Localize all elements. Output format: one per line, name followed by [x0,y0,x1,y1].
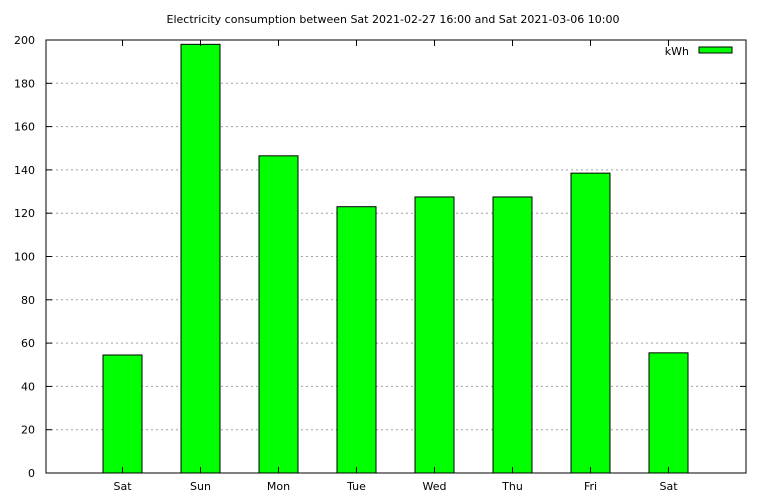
chart-title: Electricity consumption between Sat 2021… [167,13,620,26]
x-tick-label: Tue [346,480,366,493]
bars [102,43,689,474]
y-tick-label: 40 [21,380,35,393]
x-tick-label: Thu [501,480,523,493]
y-tick-label: 120 [14,207,35,220]
y-tick-label: 20 [21,424,35,437]
bar-tue [336,206,377,474]
x-tick-label: Sun [190,480,211,493]
x-tick-label: Fri [584,480,597,493]
legend-swatch [698,46,733,54]
grid-lines [46,82,746,431]
y-tick-label: 60 [21,337,35,350]
bar-thu [492,196,533,474]
bar-sat [648,352,689,474]
bar-sat [102,354,143,474]
bar-fri [570,172,611,474]
x-tick-label: Sat [113,480,132,493]
y-tick-label: 200 [14,34,35,47]
bar-sun [180,43,221,474]
y-tick-label: 180 [14,77,35,90]
y-tick-label: 160 [14,121,35,134]
axes: 0 20 40 60 80 100 120 140 160 180 200 Sat Sun Mon Tue W… [14,34,746,493]
x-tick-label: Sat [659,480,678,493]
y-tick-label: 100 [14,251,35,264]
bar-mon [258,155,299,474]
legend-label: kWh [665,45,689,58]
y-tick-label: 140 [14,164,35,177]
y-tick-label: 80 [21,294,35,307]
x-tick-label: Mon [267,480,290,493]
bar-wed [414,196,455,474]
x-tick-label: Wed [423,480,447,493]
y-tick-label: 0 [28,467,35,480]
legend: kWh [665,45,733,58]
